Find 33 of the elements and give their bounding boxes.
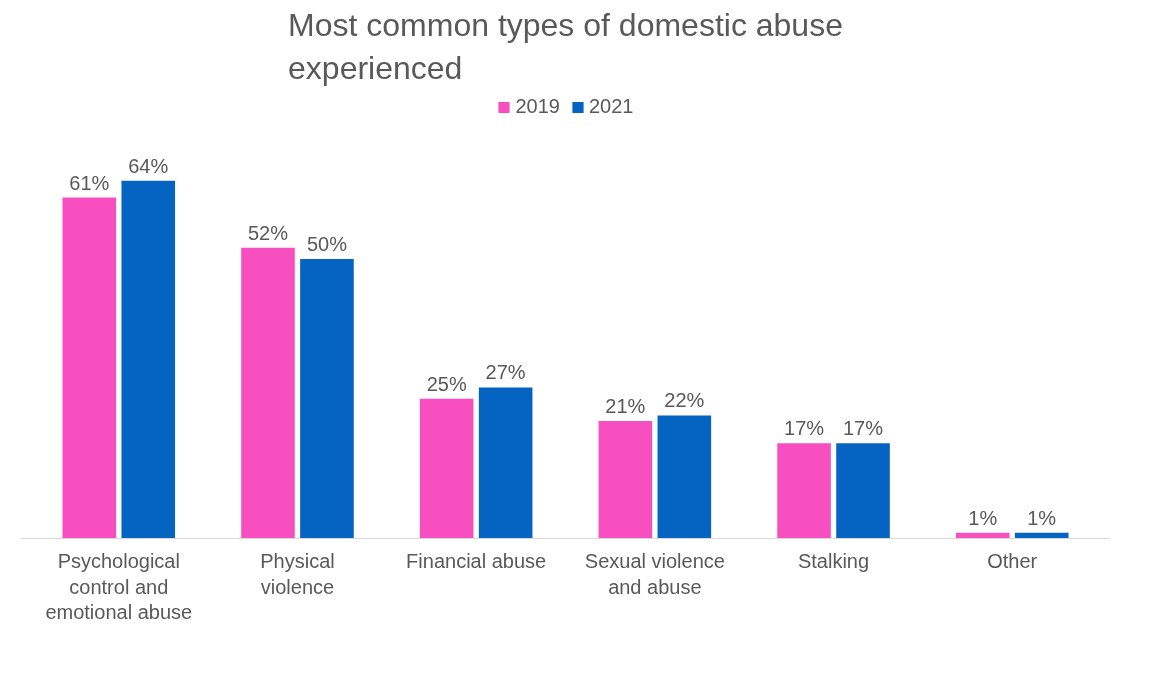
x-tick-label: Financial abuse bbox=[406, 550, 547, 573]
x-tick-label: Sexual violence and abuse bbox=[584, 550, 725, 598]
data-label: 25% bbox=[426, 372, 467, 395]
chart-title: Most common types of domestic abuse experienced bbox=[288, 7, 843, 87]
data-label: 64% bbox=[128, 154, 169, 177]
data-label: 61% bbox=[69, 171, 110, 194]
bar bbox=[777, 443, 831, 539]
bar bbox=[121, 180, 176, 539]
x-tick-label: Physical violence bbox=[260, 550, 335, 598]
data-label: 50% bbox=[306, 233, 348, 256]
x-tick-label: Stalking bbox=[797, 550, 870, 573]
bar bbox=[836, 443, 890, 539]
data-label: 21% bbox=[605, 395, 646, 417]
legend-label: 2019 bbox=[515, 95, 560, 118]
x-tick-label: Other bbox=[987, 550, 1038, 573]
data-label: 52% bbox=[247, 221, 289, 244]
data-label: 1% bbox=[968, 506, 998, 529]
bar bbox=[62, 197, 117, 539]
bar bbox=[955, 532, 1010, 539]
bar bbox=[1014, 532, 1069, 539]
legend-label: 2021 bbox=[589, 95, 634, 118]
bar bbox=[598, 421, 653, 539]
bar bbox=[241, 247, 295, 539]
data-label: 27% bbox=[485, 361, 526, 384]
bar bbox=[300, 259, 354, 539]
data-label: 22% bbox=[664, 389, 705, 412]
data-label: 1% bbox=[1027, 506, 1057, 529]
data-label: 17% bbox=[784, 417, 825, 440]
data-label: 17% bbox=[843, 417, 884, 440]
bar bbox=[478, 387, 533, 539]
bar bbox=[419, 398, 474, 539]
x-tick-label: Psychological control and emotional abuse bbox=[45, 550, 193, 623]
bar bbox=[657, 415, 712, 539]
